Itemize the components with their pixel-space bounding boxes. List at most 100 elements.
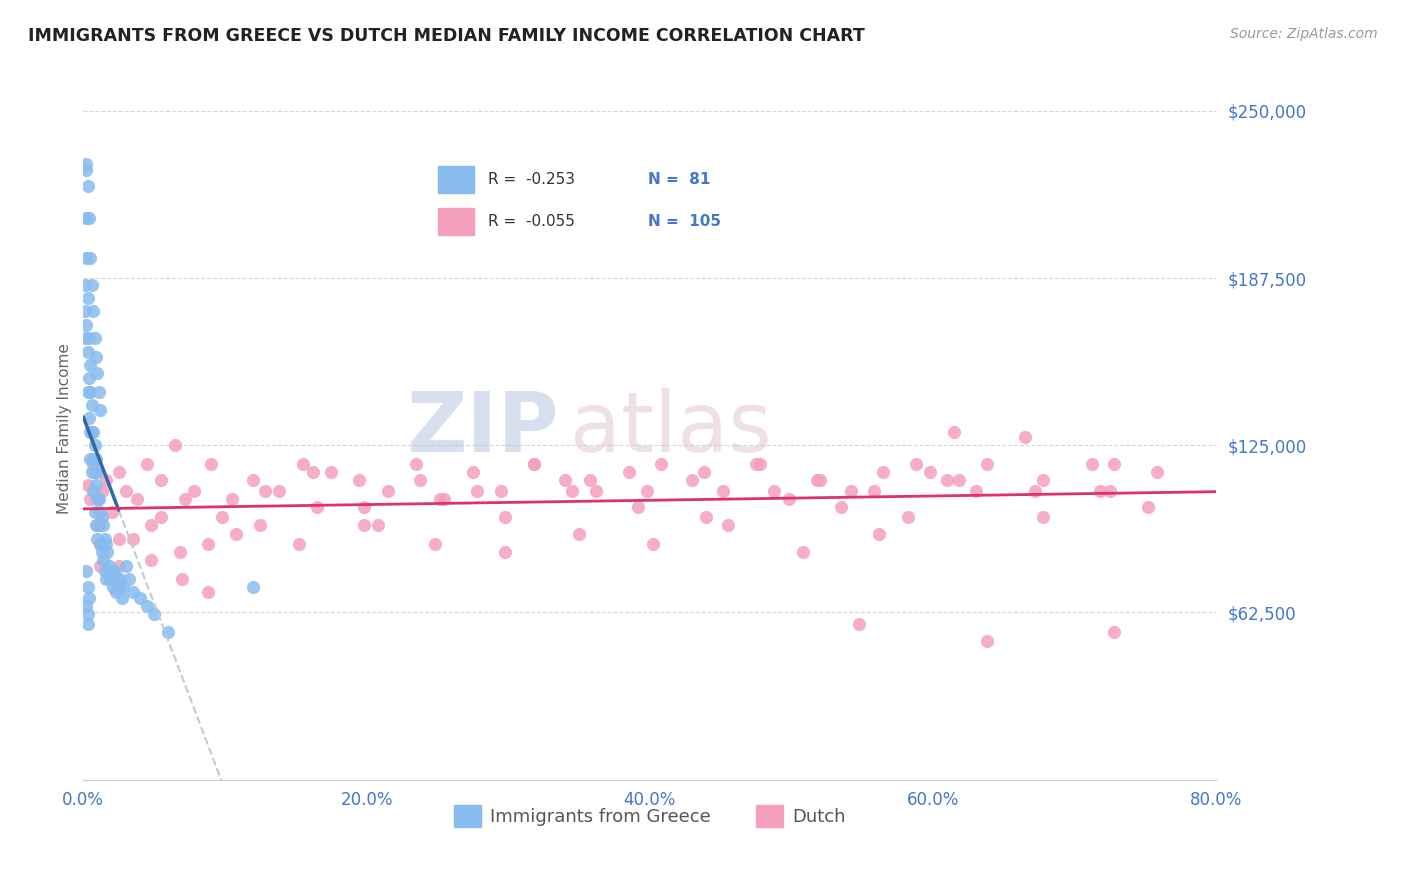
Point — [1080, 457, 1102, 471]
Point — [461, 465, 484, 479]
Point — [806, 473, 828, 487]
Point — [494, 510, 516, 524]
Point — [89, 558, 111, 573]
Point — [77, 591, 100, 605]
Point — [111, 580, 134, 594]
Point — [1146, 465, 1168, 479]
Point — [627, 500, 650, 514]
Point — [494, 545, 516, 559]
Point — [211, 510, 233, 524]
Point — [107, 558, 129, 573]
Point — [108, 572, 131, 586]
Point — [83, 438, 105, 452]
Point — [965, 483, 987, 498]
Point — [73, 304, 96, 318]
Point — [896, 510, 918, 524]
Point — [1032, 473, 1054, 487]
Point — [349, 473, 371, 487]
Point — [778, 491, 800, 506]
Point — [87, 518, 110, 533]
Point — [129, 591, 152, 605]
Point — [165, 438, 187, 452]
Point — [73, 277, 96, 292]
Point — [80, 277, 103, 292]
Point — [353, 518, 375, 533]
Point — [433, 491, 456, 506]
Point — [75, 162, 97, 177]
Point — [87, 491, 110, 506]
Point — [86, 532, 108, 546]
Point — [554, 473, 576, 487]
Text: atlas: atlas — [571, 388, 772, 469]
Point — [105, 572, 128, 586]
Point — [77, 331, 100, 345]
Point — [692, 465, 714, 479]
Point — [77, 411, 100, 425]
Point — [183, 483, 205, 498]
Point — [579, 473, 602, 487]
Point — [84, 478, 107, 492]
Point — [93, 532, 115, 546]
Point — [253, 483, 276, 498]
Point — [353, 500, 375, 514]
Point — [75, 599, 97, 613]
Point — [1088, 483, 1111, 498]
Point — [75, 157, 97, 171]
Point — [650, 457, 672, 471]
Text: Source: ZipAtlas.com: Source: ZipAtlas.com — [1230, 27, 1378, 41]
Point — [1104, 457, 1126, 471]
Point — [73, 331, 96, 345]
Point — [91, 553, 114, 567]
Point — [1137, 500, 1160, 514]
Point — [79, 425, 101, 439]
Point — [249, 518, 271, 533]
Point — [117, 572, 139, 586]
Point — [82, 457, 104, 471]
Point — [76, 478, 98, 492]
Point — [127, 491, 149, 506]
Point — [90, 510, 112, 524]
Point — [792, 545, 814, 559]
Point — [150, 473, 173, 487]
Point — [157, 625, 180, 640]
Point — [617, 465, 640, 479]
Point — [713, 483, 735, 498]
Point — [1014, 430, 1036, 444]
Point — [943, 425, 966, 439]
Point — [197, 537, 219, 551]
Point — [585, 483, 607, 498]
Point — [94, 537, 117, 551]
Point — [568, 526, 591, 541]
Point — [976, 633, 998, 648]
Point — [83, 465, 105, 479]
Point — [79, 358, 101, 372]
Point — [839, 483, 862, 498]
Point — [717, 518, 740, 533]
Point — [948, 473, 970, 487]
Legend: Immigrants from Greece, Dutch: Immigrants from Greece, Dutch — [447, 797, 853, 834]
Point — [1099, 483, 1122, 498]
Point — [82, 425, 104, 439]
Point — [920, 465, 942, 479]
Point — [377, 483, 399, 498]
Point — [848, 617, 870, 632]
Point — [830, 500, 852, 514]
Point — [1024, 483, 1046, 498]
Point — [172, 572, 194, 586]
Point — [82, 304, 104, 318]
Point — [1104, 625, 1126, 640]
Point — [83, 505, 105, 519]
Point — [305, 500, 328, 514]
Point — [976, 457, 998, 471]
Point — [423, 537, 446, 551]
Point — [200, 457, 222, 471]
Point — [89, 505, 111, 519]
Point — [80, 425, 103, 439]
Point — [104, 585, 127, 599]
Point — [745, 457, 768, 471]
Point — [143, 607, 166, 621]
Point — [905, 457, 928, 471]
Text: IMMIGRANTS FROM GREECE VS DUTCH MEDIAN FAMILY INCOME CORRELATION CHART: IMMIGRANTS FROM GREECE VS DUTCH MEDIAN F… — [28, 27, 865, 45]
Point — [75, 251, 97, 265]
Point — [75, 564, 97, 578]
